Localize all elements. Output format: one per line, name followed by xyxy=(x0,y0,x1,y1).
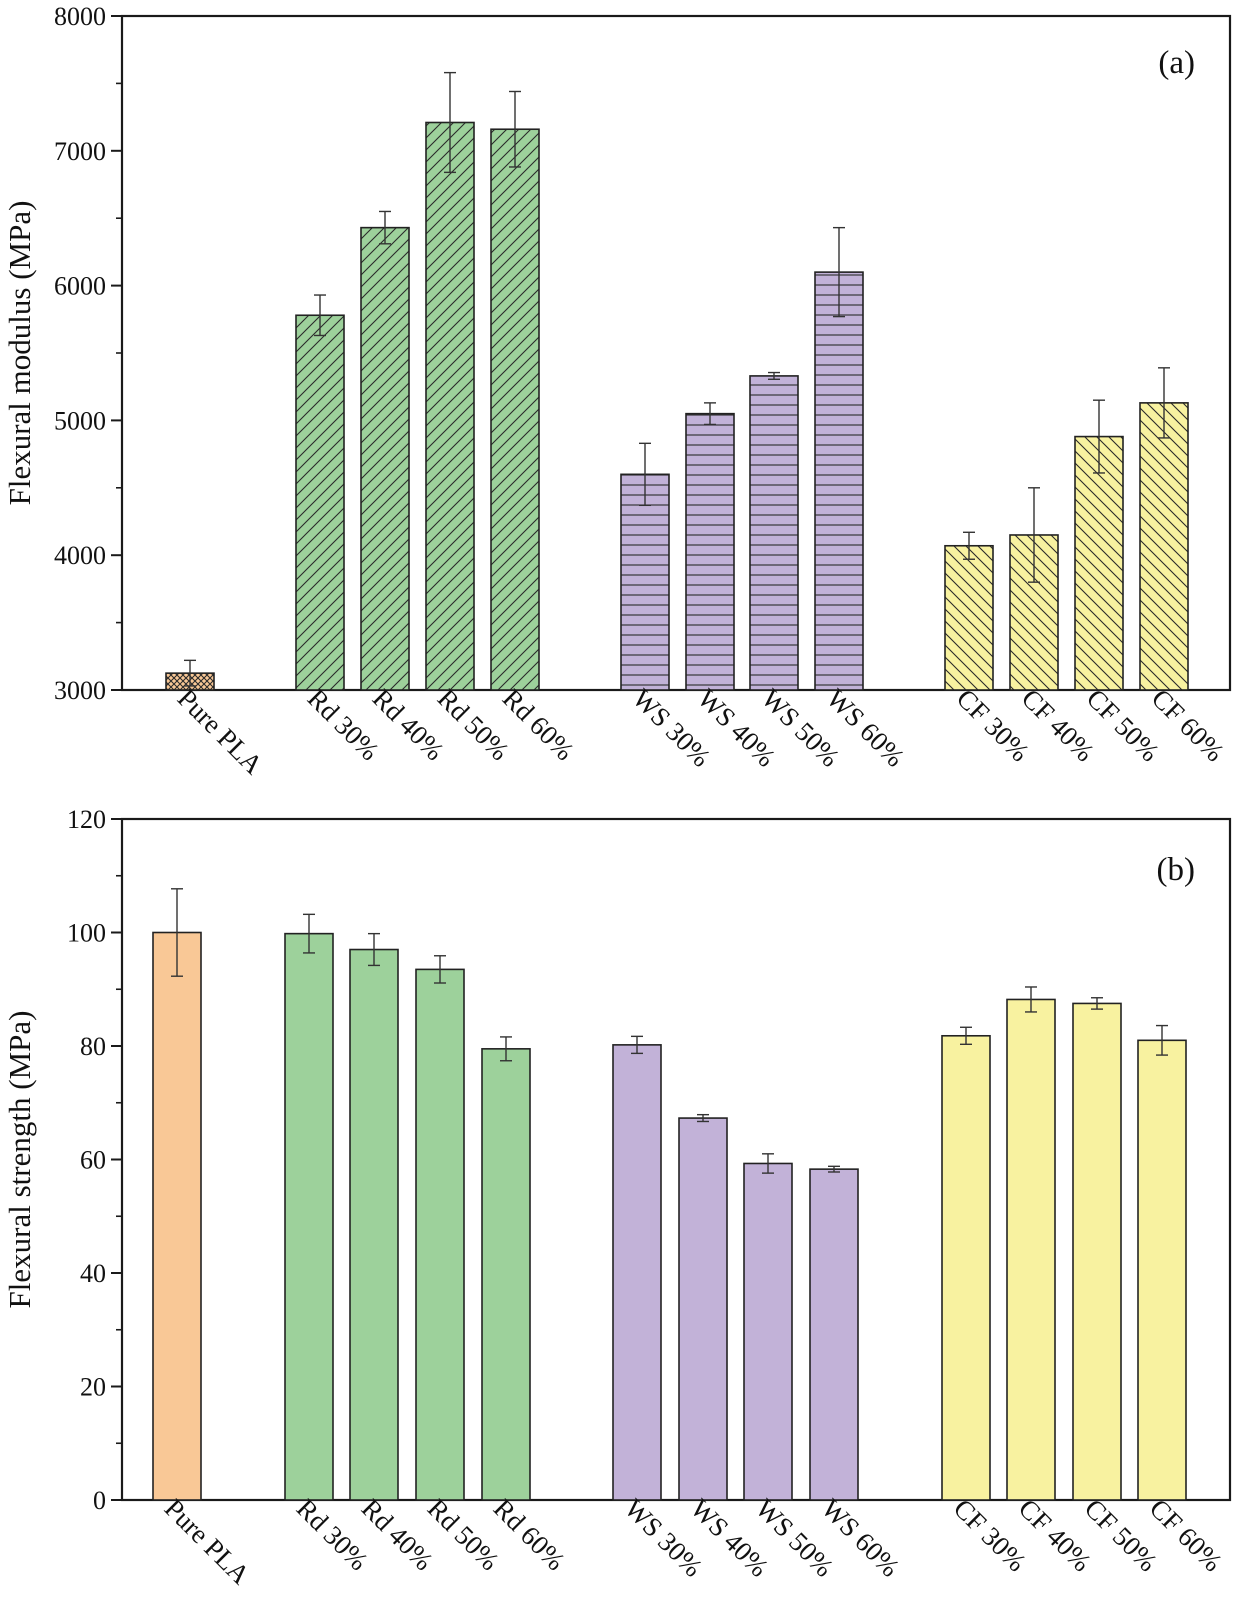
x-tick-label-cf-30pct: CF 30% xyxy=(951,683,1035,767)
x-tick-label-rd-50pct: Rd 50% xyxy=(422,1493,505,1576)
bar-ws-60pct xyxy=(809,1168,859,1501)
x-tick-label-cf-60pct: CF 60% xyxy=(1146,683,1230,767)
x-tick-label-rd-60pct: Rd 60% xyxy=(488,1493,571,1576)
error-bar-cf-60pct xyxy=(1156,1024,1168,1056)
error-bar-ws-60pct xyxy=(828,1165,840,1173)
x-tick-label-pure-pla: Pure PLA xyxy=(172,683,269,780)
x-tick-label-cf-50pct: CF 50% xyxy=(1079,1493,1163,1577)
panel-tag: (a) xyxy=(1158,45,1195,81)
x-tick-label-rd-40pct: Rd 40% xyxy=(367,683,450,766)
x-tick-label-pure-pla: Pure PLA xyxy=(159,1493,256,1590)
x-tick-label-rd-50pct: Rd 50% xyxy=(432,683,515,766)
error-bar-rd-60pct xyxy=(500,1036,512,1062)
error-bar-cf-60pct xyxy=(1158,367,1170,439)
y-axis-label: Flexural strength (MPa) xyxy=(2,1011,37,1309)
x-tick-label-rd-30pct: Rd 30% xyxy=(302,683,385,766)
x-tick-label-cf-30pct: CF 30% xyxy=(948,1493,1032,1577)
error-bar-rd-60pct xyxy=(509,90,521,168)
error-bar-cf-30pct xyxy=(960,1026,972,1045)
bar-ws-60pct xyxy=(814,271,864,691)
bar-ws-30pct xyxy=(612,1044,662,1501)
bar-cf-40pct xyxy=(1006,998,1056,1501)
y-tick-label: 20 xyxy=(80,1373,106,1402)
bar-cf-30pct xyxy=(941,1034,991,1501)
x-tick-label-cf-40pct: CF 40% xyxy=(1013,1493,1097,1577)
error-bar-rd-40pct xyxy=(368,932,380,967)
error-bar-cf-40pct xyxy=(1025,986,1037,1013)
bar-cf-60pct xyxy=(1137,1039,1187,1501)
bar-rd-30pct xyxy=(295,314,345,691)
error-bar-cf-50pct xyxy=(1091,997,1103,1010)
error-bar-rd-50pct xyxy=(444,71,456,174)
x-tick-label-rd-40pct: Rd 40% xyxy=(356,1493,439,1576)
y-tick-label: 5000 xyxy=(54,406,106,435)
error-bar-ws-30pct xyxy=(639,442,651,507)
x-tick-label-rd-30pct: Rd 30% xyxy=(291,1493,374,1576)
bar-rd-60pct xyxy=(481,1048,531,1501)
bar-rd-30pct xyxy=(284,932,334,1501)
y-tick-label: 7000 xyxy=(54,137,106,166)
plot-frame xyxy=(120,14,1232,692)
error-bar-cf-50pct xyxy=(1093,399,1105,474)
bar-rd-40pct xyxy=(349,948,399,1501)
error-bar-ws-40pct xyxy=(704,402,716,426)
error-bar-ws-50pct xyxy=(768,371,780,380)
y-tick-label: 6000 xyxy=(54,272,106,301)
panel-b-flexural-strength: 0 20 40 60 80 100 120 Flexural strength (MPa) (b… xyxy=(2,805,1232,1590)
bar-ws-40pct xyxy=(685,412,735,691)
error-bar-ws-30pct xyxy=(631,1035,643,1055)
panel-a-flexural-modulus: 3000 4000 5000 6000 7000 8000 Flexural modulus… xyxy=(2,2,1232,780)
x-tick-label-cf-50pct: CF 50% xyxy=(1081,683,1165,767)
error-bar-cf-30pct xyxy=(963,531,975,560)
bar-ws-50pct xyxy=(743,1162,793,1501)
y-tick-label: 120 xyxy=(67,805,106,834)
y-tick-label: 8000 xyxy=(54,2,106,31)
y-axis-label: Flexural modulus (MPa) xyxy=(2,201,37,506)
error-bar-rd-30pct xyxy=(314,294,326,337)
error-bar-ws-40pct xyxy=(697,1113,709,1123)
x-tick-label-rd-60pct: Rd 60% xyxy=(497,683,580,766)
error-bar-rd-50pct xyxy=(434,955,446,984)
y-tick-label: 60 xyxy=(80,1146,106,1175)
error-bar-pure-pla xyxy=(171,888,183,977)
bar-rd-40pct xyxy=(360,226,410,691)
bar-cf-60pct xyxy=(1139,402,1189,691)
bar-ws-40pct xyxy=(678,1117,728,1501)
x-tick-label-cf-40pct: CF 40% xyxy=(1016,683,1100,767)
bar-pure-pla xyxy=(152,931,202,1501)
error-bar-cf-40pct xyxy=(1028,487,1040,583)
bar-cf-30pct xyxy=(944,544,994,691)
bar-rd-50pct xyxy=(425,121,475,691)
bar-ws-30pct xyxy=(620,473,670,691)
bar-cf-50pct xyxy=(1072,1002,1122,1501)
error-bar-pure-pla xyxy=(184,659,196,687)
y-tick-label: 80 xyxy=(80,1032,106,1061)
y-tick-label: 100 xyxy=(67,919,106,948)
panel-tag: (b) xyxy=(1157,852,1195,888)
bar-rd-50pct xyxy=(415,968,465,1501)
y-tick-label: 40 xyxy=(80,1259,106,1288)
y-tick-label: 4000 xyxy=(54,541,106,570)
x-tick-label-cf-60pct: CF 60% xyxy=(1144,1493,1228,1577)
bar-cf-50pct xyxy=(1074,435,1124,691)
error-bar-ws-60pct xyxy=(833,226,845,318)
y-tick-label: 3000 xyxy=(54,676,106,705)
bar-ws-50pct xyxy=(749,375,799,691)
y-tick-label: 0 xyxy=(93,1486,106,1515)
error-bar-rd-40pct xyxy=(379,210,391,245)
error-bar-rd-30pct xyxy=(303,913,315,954)
error-bar-ws-50pct xyxy=(762,1153,774,1174)
bar-rd-60pct xyxy=(490,128,540,691)
